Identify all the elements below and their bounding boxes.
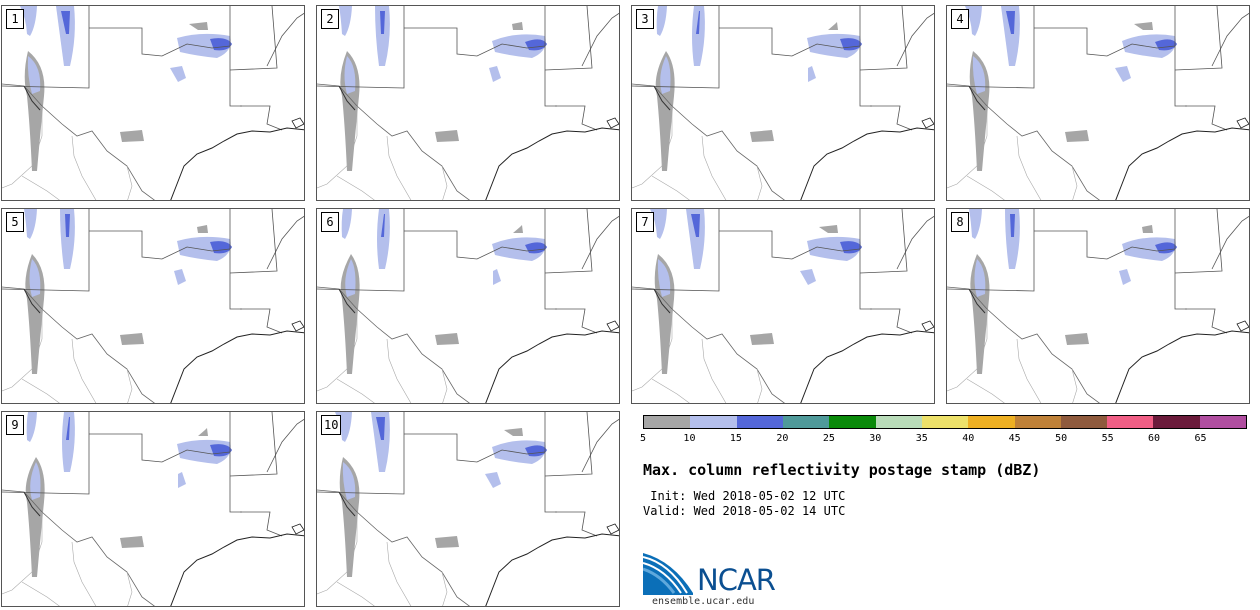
colorbar-segment xyxy=(782,416,830,428)
logo-wordmark: NCAR xyxy=(697,563,776,597)
member-number-label: 2 xyxy=(321,9,339,29)
colorbar-segment xyxy=(736,416,783,428)
colorbar-segment xyxy=(875,416,922,428)
colorbar-segment xyxy=(1060,416,1108,428)
ensemble-member-map: 2 xyxy=(316,5,620,201)
reflectivity-map-icon xyxy=(2,6,304,200)
member-number-label: 8 xyxy=(951,212,969,232)
reflectivity-map-icon xyxy=(947,209,1249,403)
ensemble-member-map: 4 xyxy=(946,5,1250,201)
reflectivity-map-icon xyxy=(632,209,934,403)
colorbar-segment xyxy=(1153,416,1200,428)
colorbar-segment xyxy=(644,416,691,428)
colorbar-segment xyxy=(921,416,969,428)
colorbar-tick-label: 45 xyxy=(1008,433,1021,444)
ensemble-member-map: 6 xyxy=(316,208,620,404)
reflectivity-map-icon xyxy=(317,6,619,200)
colorbar-tick-label: 20 xyxy=(776,433,789,444)
colorbar-tick-label: 10 xyxy=(683,433,696,444)
colorbar-tick-label: 65 xyxy=(1194,433,1207,444)
ensemble-member-map: 9 xyxy=(1,411,305,607)
colorbar-tick-label: 30 xyxy=(869,433,882,444)
colorbar-tick-label: 55 xyxy=(1101,433,1114,444)
valid-time: Valid: Wed 2018-05-02 14 UTC xyxy=(643,504,846,518)
reflectivity-map-icon xyxy=(2,412,304,606)
colorbar-segment xyxy=(1014,416,1061,428)
ensemble-member-map: 3 xyxy=(631,5,935,201)
colorbar-tick-label: 25 xyxy=(822,433,835,444)
member-number-label: 6 xyxy=(321,212,339,232)
colorbar-ticks: 5 10 15 20 25 30 35 40 45 50 55 60 65 xyxy=(639,433,1247,447)
site-url: ensemble.ucar.edu xyxy=(652,596,755,607)
ensemble-member-map: 10 xyxy=(316,411,620,607)
plot-title: Max. column reflectivity postage stamp (… xyxy=(643,461,1041,479)
member-number-label: 9 xyxy=(6,415,24,435)
colorbar-segment xyxy=(968,416,1015,428)
ensemble-member-map: 1 xyxy=(1,5,305,201)
reflectivity-map-icon xyxy=(632,6,934,200)
colorbar-segment xyxy=(690,416,737,428)
member-number-label: 4 xyxy=(951,9,969,29)
member-number-label: 7 xyxy=(636,212,654,232)
reflectivity-colorbar xyxy=(643,415,1247,429)
colorbar-tick-label: 35 xyxy=(915,433,928,444)
member-number-label: 10 xyxy=(321,415,342,435)
reflectivity-map-icon xyxy=(947,6,1249,200)
ncar-logo-icon xyxy=(643,553,693,595)
colorbar-tick-label: 50 xyxy=(1055,433,1068,444)
member-number-label: 3 xyxy=(636,9,654,29)
ensemble-member-map: 5 xyxy=(1,208,305,404)
colorbar-segment xyxy=(829,416,876,428)
member-number-label: 5 xyxy=(6,212,24,232)
colorbar-segment xyxy=(1199,416,1247,428)
reflectivity-map-icon xyxy=(317,209,619,403)
ensemble-member-map: 7 xyxy=(631,208,935,404)
member-number-label: 1 xyxy=(6,9,24,29)
init-time: Init: Wed 2018-05-02 12 UTC xyxy=(643,489,846,503)
colorbar-tick-label: 5 xyxy=(639,433,647,444)
colorbar-tick-label: 15 xyxy=(729,433,742,444)
colorbar-segment xyxy=(1107,416,1154,428)
ensemble-member-map: 8 xyxy=(946,208,1250,404)
colorbar-tick-label: 40 xyxy=(962,433,975,444)
reflectivity-map-icon xyxy=(317,412,619,606)
colorbar-tick-label: 60 xyxy=(1148,433,1161,444)
reflectivity-map-icon xyxy=(2,209,304,403)
